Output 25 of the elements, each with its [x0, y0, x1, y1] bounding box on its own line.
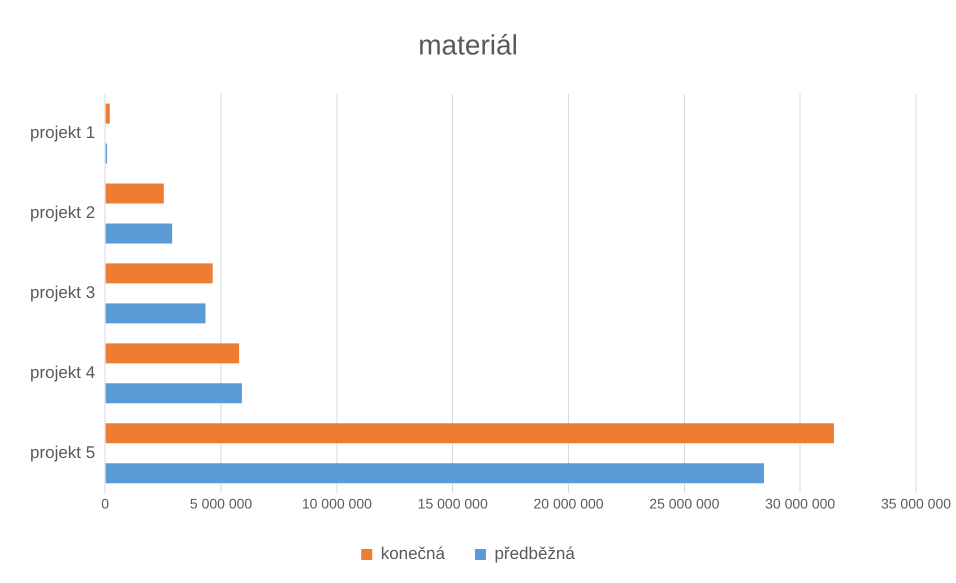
bar	[106, 383, 242, 404]
y-tick-label: projekt 1	[30, 123, 96, 142]
bar	[106, 263, 213, 284]
bar	[106, 343, 240, 364]
x-tick-label: 30 000 000	[765, 495, 836, 512]
x-tick-label: 10 000 000	[302, 495, 372, 512]
y-tick-label: projekt 5	[30, 442, 96, 462]
bar	[106, 104, 110, 124]
legend-label: předběžná	[494, 544, 576, 564]
y-tick-label: projekt 2	[30, 203, 96, 222]
x-tick-label: 0	[101, 495, 110, 512]
legend-label: konečná	[380, 544, 446, 564]
x-tick-label: 20 000 000	[533, 495, 604, 512]
bar	[106, 463, 764, 484]
bar	[106, 184, 164, 204]
x-tick-label: 25 000 000	[649, 495, 720, 512]
x-tick-label: 35 000 000	[880, 495, 952, 512]
bar	[106, 303, 206, 324]
y-tick-label: projekt 4	[30, 363, 96, 382]
bar	[106, 423, 834, 444]
y-tick-label: projekt 3	[30, 283, 96, 302]
chart-title: materiál	[418, 30, 518, 61]
x-tick-label: 5 000 000	[190, 495, 252, 512]
x-tick-label: 15 000 000	[418, 495, 488, 512]
bar	[106, 223, 172, 244]
